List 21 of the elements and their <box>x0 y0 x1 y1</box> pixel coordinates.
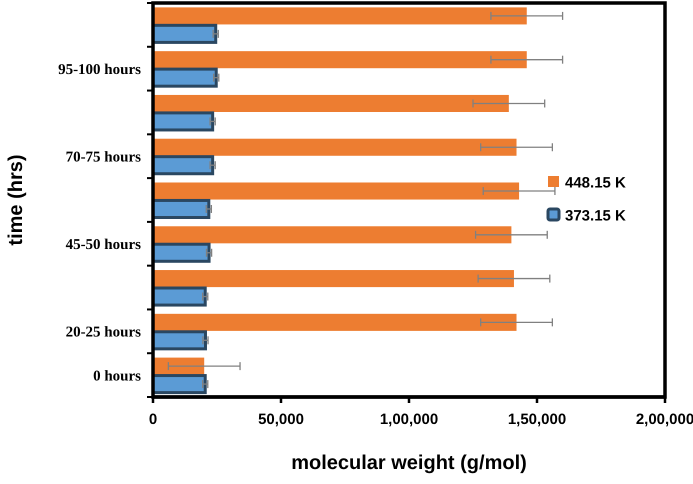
legend-label: 373.15 K <box>565 207 626 224</box>
x-tick-label: 0 <box>148 411 158 428</box>
bar <box>153 51 527 68</box>
x-tick-label: 1,00,000 <box>380 411 438 428</box>
bar <box>153 7 527 24</box>
y-tick-label: 0 hours <box>93 368 142 384</box>
y-axis-title: time (hrs) <box>5 154 27 246</box>
bar <box>153 138 517 156</box>
x-axis-title: molecular weight (g/mol) <box>291 452 527 474</box>
legend-label: 448.15 K <box>565 174 626 192</box>
bar <box>153 226 512 244</box>
y-tick-label: 20-25 hours <box>66 324 142 341</box>
x-tick-label: 1,50,000 <box>508 411 566 428</box>
y-tick-label: 95-100 hours <box>58 62 142 78</box>
bar <box>153 270 514 288</box>
bar <box>153 94 509 112</box>
x-tick-label: 50,000 <box>258 411 304 428</box>
y-tick-label: 45-50 hours <box>66 237 142 254</box>
bar <box>153 182 520 200</box>
bar <box>153 314 517 331</box>
y-tick-label: 70-75 hours <box>66 149 142 166</box>
